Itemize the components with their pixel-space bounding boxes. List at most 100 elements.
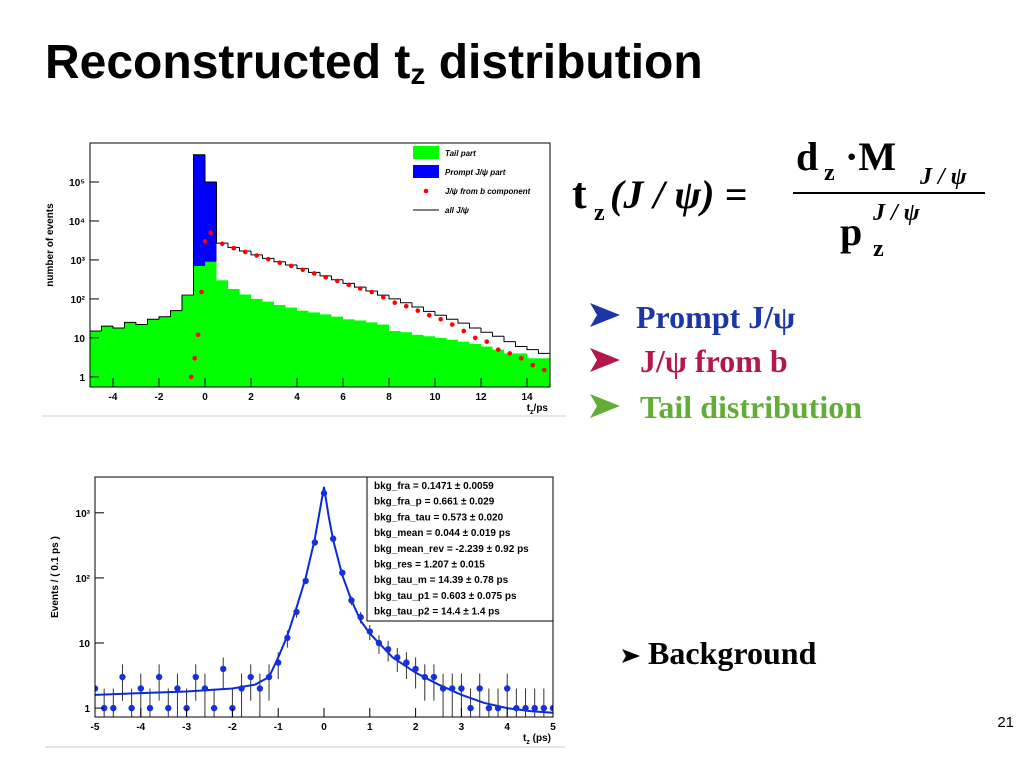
bar xyxy=(228,288,240,387)
step xyxy=(434,311,447,316)
point xyxy=(403,303,409,309)
bullet-arrow xyxy=(622,649,640,663)
y-tick-label: 10² xyxy=(71,295,86,306)
step xyxy=(446,315,458,320)
point xyxy=(192,355,197,361)
bar xyxy=(504,353,516,387)
formula-m: ·M xyxy=(845,134,896,179)
point xyxy=(247,673,254,681)
y-tick-label: 10⁴ xyxy=(69,217,85,228)
step xyxy=(526,346,539,351)
bar xyxy=(389,331,401,387)
point xyxy=(415,308,421,313)
x-tick-label: 4 xyxy=(504,722,510,733)
point xyxy=(192,673,199,681)
bar xyxy=(458,341,470,387)
point xyxy=(100,704,108,712)
formula-t: t xyxy=(572,169,587,218)
point xyxy=(472,335,478,341)
y-tick-label: 10³ xyxy=(71,256,86,267)
x-label-rest: (ps) xyxy=(530,733,551,744)
y-tick-label: 10⁵ xyxy=(69,178,85,189)
bar xyxy=(469,343,481,387)
step xyxy=(457,319,470,324)
point xyxy=(275,659,282,666)
point xyxy=(302,577,309,585)
bar xyxy=(205,261,217,387)
legend-label: Prompt J/ψ part xyxy=(445,168,506,177)
point xyxy=(210,704,218,712)
bar xyxy=(124,322,136,387)
point xyxy=(119,673,126,681)
step xyxy=(158,316,171,320)
bar xyxy=(354,320,366,387)
point xyxy=(254,253,260,258)
bar xyxy=(308,312,320,387)
bullets: Prompt J/ψ J/ψ from b Tail distribution … xyxy=(590,299,862,671)
x-axis-label: tz/ps xyxy=(527,403,549,416)
title-main: Reconstructed t xyxy=(45,36,410,89)
legend-label: Tail part xyxy=(445,149,476,158)
x-tick-label: 2 xyxy=(413,722,419,733)
point xyxy=(392,300,398,305)
x-tick-label: -3 xyxy=(182,722,191,733)
point xyxy=(334,278,340,284)
bullet: Tail distribution xyxy=(640,389,862,425)
formula-d-sub: z xyxy=(824,160,835,186)
bar xyxy=(492,349,504,387)
x-label-sub: z xyxy=(526,739,530,746)
point xyxy=(494,704,502,712)
bar xyxy=(515,353,527,387)
bar xyxy=(193,265,205,387)
step xyxy=(423,307,435,312)
point xyxy=(128,704,135,712)
bar xyxy=(446,339,458,387)
legend-swatch xyxy=(413,165,439,178)
point xyxy=(346,282,352,288)
point xyxy=(518,355,524,361)
step xyxy=(411,302,424,308)
bar xyxy=(481,346,493,387)
point xyxy=(476,685,483,692)
point xyxy=(458,685,465,692)
point xyxy=(366,628,373,635)
title-rest: distribution xyxy=(425,36,702,89)
y-tick-label: 10³ xyxy=(76,509,91,520)
point xyxy=(438,317,444,322)
point xyxy=(95,685,99,692)
step xyxy=(538,349,550,354)
point xyxy=(174,685,181,692)
y-tick-label: 10 xyxy=(79,639,91,650)
y-axis-label: Events / ( 0.1 ps ) xyxy=(50,536,61,618)
point xyxy=(242,249,248,255)
point xyxy=(277,260,283,265)
point xyxy=(348,597,355,604)
y-axis-label: number of events xyxy=(45,203,56,287)
point xyxy=(329,535,337,542)
y-tick-label: 1 xyxy=(79,373,85,384)
page-number: 21 xyxy=(997,714,1014,731)
slide-title: Reconstructed tz distribution xyxy=(45,36,703,91)
stats-line: bkg_mean_rev = -2.239 ± 0.92 ps xyxy=(374,544,529,555)
x-tick-label: -5 xyxy=(91,722,100,733)
bar xyxy=(251,298,263,387)
point xyxy=(403,659,410,666)
step xyxy=(170,310,182,317)
stats-line: bkg_fra_tau = 0.573 ± 0.020 xyxy=(374,512,504,523)
point xyxy=(231,245,237,251)
y-tick-label: 10 xyxy=(74,334,86,345)
formula-d: d xyxy=(796,134,818,179)
bar xyxy=(435,337,447,387)
formula-sub: z xyxy=(594,200,605,226)
point xyxy=(421,673,428,681)
stats-line: bkg_tau_p1 = 0.603 ± 0.075 ps xyxy=(374,591,517,602)
point xyxy=(540,704,548,712)
bar xyxy=(400,332,412,387)
stats-line: bkg_res = 1.207 ± 0.015 xyxy=(374,560,485,571)
bar xyxy=(343,319,355,387)
formula-p: p xyxy=(840,209,862,254)
point xyxy=(357,286,363,291)
step xyxy=(147,318,159,325)
bar xyxy=(216,280,228,387)
